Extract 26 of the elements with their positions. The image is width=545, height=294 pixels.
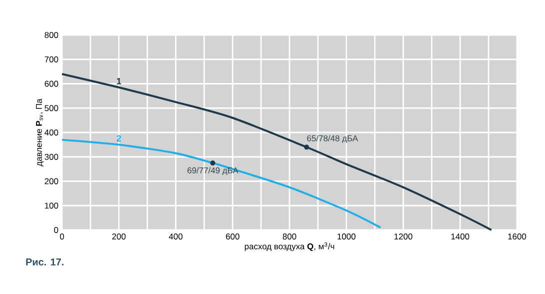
annotation: 69/77/49 дБА — [188, 167, 238, 175]
x-tick-label: 200 — [112, 234, 126, 240]
y-axis-title: давление P$_{sv}$, Па — [36, 98, 44, 166]
y-tick-label: 0 — [54, 227, 58, 233]
x-tick-label: 800 — [282, 234, 296, 240]
y-tick-label: 700 — [44, 56, 58, 62]
x-tick-label: 600 — [226, 234, 240, 240]
annotation: 65/78/48 дБА — [307, 135, 358, 143]
x-tick-label: 0 — [60, 234, 64, 240]
x-axis-title: расход воздуха Q, м$^{3}$/ч — [244, 242, 334, 252]
x-tick-label: 400 — [168, 234, 182, 240]
series-label: 2 — [116, 135, 122, 142]
x-tick-label: 1600 — [508, 234, 526, 240]
text: Рис. 17. — [26, 258, 64, 266]
y-tick-label: 600 — [44, 80, 58, 87]
y-tick-label: 100 — [44, 202, 58, 209]
series-label: 1 — [116, 78, 122, 84]
x-tick-label: 1200 — [394, 234, 412, 240]
y-tick-label: 200 — [44, 178, 58, 184]
line-series — [61, 73, 492, 231]
y-tick-label: 800 — [44, 32, 58, 38]
y-tick-label: 300 — [44, 154, 58, 160]
x-tick-label: 1000 — [338, 234, 356, 240]
y-tick-label: 400 — [44, 130, 58, 136]
x-tick-label: 1400 — [451, 234, 470, 240]
y-tick-label: 500 — [44, 105, 58, 112]
